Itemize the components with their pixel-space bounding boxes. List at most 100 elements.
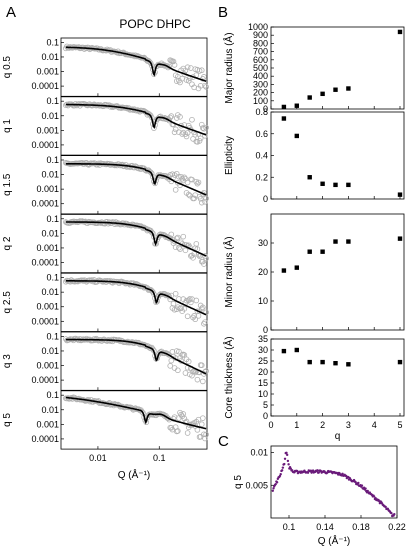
y-tick-label: 30 [258,238,268,248]
y-tick-label: 600 [253,55,268,65]
data-point [203,309,209,316]
data-point [150,346,156,352]
y-tick-label: 200 [253,88,268,98]
y-tick-label: 0.0001 [31,316,59,326]
data-point [197,195,204,202]
subplot-a-2: 0.1 0.01 0.001 0.0001 q 1.5 [2,155,209,215]
subplot-label: q 2.5 [2,291,13,314]
data-point [320,181,325,186]
data-point [397,236,403,241]
y-axis-label: Core thickness (Å) [222,336,235,418]
data-point [341,472,344,475]
data-point [180,233,187,240]
y-tick-label: 0.01 [41,346,59,356]
y-tick-label: 0 [263,325,268,335]
data-point [202,82,208,89]
data-point [281,268,287,273]
subplot-label: q 1.5 [2,173,13,196]
data-point [200,304,206,311]
y-tick-label: 0.1 [46,96,59,106]
x-tick-label: 5 [397,420,402,430]
data-point [148,229,155,236]
data-point [201,74,207,80]
data-point [173,235,180,242]
data-point [203,255,209,262]
data-point [147,169,154,176]
data-point [307,249,312,254]
y-tick-label: 0.1 [46,37,59,47]
data-point [184,64,191,70]
data-point [307,175,312,180]
data-point [168,113,175,119]
data-point [279,472,282,476]
fit-line [65,338,207,375]
data-point [192,316,199,323]
data-point [192,369,199,376]
data-point [178,411,184,418]
data-point [193,241,200,247]
data-point [184,179,191,186]
x-tick-label: 2 [320,420,325,430]
subplot-label: q 1 [2,119,13,133]
data-point [168,231,175,238]
data-point [197,135,204,142]
axes-frame [60,390,208,450]
data-point [173,348,180,354]
fit-line [65,396,207,430]
data-point [271,489,274,492]
data-point [186,296,193,302]
subplot-b-2: 0 10 20 30 Minor radius (Å) [222,213,405,335]
data-point [167,114,174,121]
y-tick-label: 0.01 [250,448,268,458]
data-point [191,195,197,202]
data-point [194,427,201,433]
x-tick-label: 0.01 [89,453,107,463]
x-tick-label: 3 [346,420,351,430]
subplot-label: q 3 [2,354,13,368]
data-point [178,305,184,311]
data-point [202,253,208,259]
data-point [346,86,351,91]
fit-line [65,46,207,82]
data-point [346,182,351,188]
y-tick-label: 0.001 [36,302,59,312]
data-point [181,174,188,181]
data-point [360,484,364,487]
chart-title: POPC DHPC [119,17,191,31]
data-point [184,430,191,436]
data-point [372,495,376,498]
x-tick-label: 0.18 [352,522,370,532]
fit-line [65,280,207,316]
y-tick-label: 0.01 [41,111,59,121]
data-point [176,296,182,302]
y-tick-label: 0.001 [36,361,59,371]
data-point [200,415,206,421]
data-point [67,278,74,285]
y-tick-label: 0.0001 [31,375,59,385]
y-tick-label: 15 [258,378,268,388]
panel-letter-c: C [218,433,229,450]
data-point [333,239,338,244]
data-point [390,511,393,515]
subplot-a-1: 0.1 0.01 0.001 0.0001 q 1 [2,96,209,156]
y-tick-label: 0.01 [41,228,59,238]
x-axis-label: q [335,431,341,442]
data-point [283,457,287,460]
data-point [281,466,285,469]
data-point [181,306,188,312]
data-point [357,481,360,485]
y-tick-label: 20 [258,367,268,377]
axes-frame [270,213,405,331]
y-tick-label: 0.1 [46,331,59,341]
panel-letter-b: B [218,4,228,21]
data-point [192,131,199,138]
y-tick-label: 20 [258,267,268,277]
data-point [172,290,179,297]
y-tick-label: 0.01 [41,405,59,415]
data-point [272,487,275,490]
data-point [172,126,179,133]
subplot-a-3: 0.1 0.01 0.001 0.0001 q 2 [2,214,209,274]
data-point [346,362,351,367]
axes-frame [270,338,405,417]
